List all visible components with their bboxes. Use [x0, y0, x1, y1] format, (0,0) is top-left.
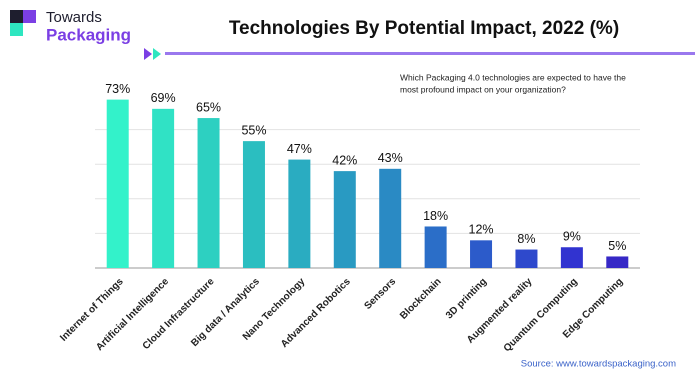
x-tick-label: Quantum Computing — [502, 276, 580, 354]
value-label: 5% — [608, 239, 626, 253]
annotation: Which Packaging 4.0 technologies are exp… — [400, 72, 626, 82]
bar — [288, 159, 311, 268]
bar — [333, 171, 356, 268]
decor — [144, 48, 695, 60]
value-label: 65% — [196, 100, 221, 114]
bar — [515, 249, 538, 268]
x-tick-label: Sensors — [363, 276, 399, 312]
source: Source: www.towardspackaging.com — [521, 359, 676, 370]
brand-line2: Packaging — [46, 25, 131, 44]
bar — [606, 256, 629, 268]
bar — [470, 240, 493, 268]
value-label: 8% — [517, 232, 535, 246]
x-tick-label: Blockchain — [398, 276, 444, 322]
value-label: 69% — [151, 91, 176, 105]
bar — [242, 141, 265, 268]
value-label: 73% — [105, 82, 130, 96]
value-label: 9% — [563, 230, 581, 244]
x-tick-label: 3D printing — [444, 276, 489, 321]
logo: Towards Packaging — [10, 9, 131, 44]
bar — [197, 118, 220, 268]
value-label: 42% — [332, 153, 357, 167]
value-label: 47% — [287, 142, 312, 156]
value-label: 12% — [469, 223, 494, 237]
bar — [152, 108, 175, 268]
chart-title: Technologies By Potential Impact, 2022 (… — [229, 18, 619, 39]
value-label: 18% — [423, 209, 448, 223]
brand-line1: Towards — [46, 9, 102, 26]
value-label: 55% — [241, 123, 266, 137]
annotation: most profound impact on your organizatio… — [400, 84, 566, 94]
bar — [560, 247, 583, 268]
bar — [379, 168, 402, 268]
bar — [106, 99, 129, 268]
bar — [424, 226, 447, 268]
value-label: 43% — [378, 151, 403, 165]
